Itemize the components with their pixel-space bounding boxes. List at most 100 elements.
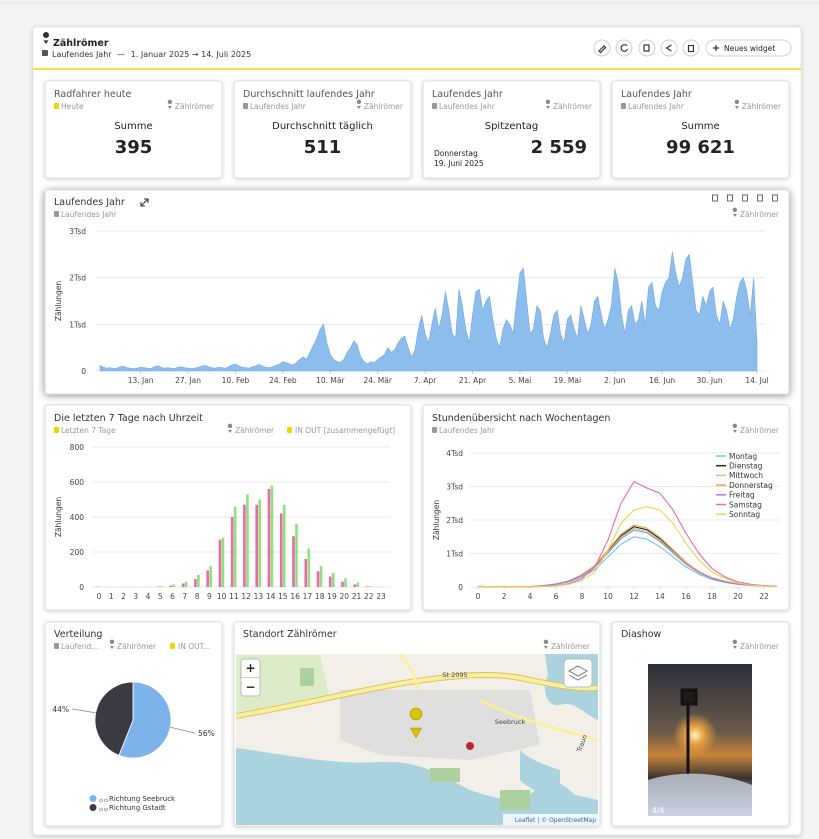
pie-slice [118,681,172,759]
bar [255,504,258,587]
bar [258,499,261,587]
x-tick-label: 5 [158,592,163,601]
layers-button[interactable] [563,658,593,688]
card [44,80,223,179]
location: Zählrömer [740,642,780,651]
x-tick-label: 3 [133,592,138,601]
pie-label: 44% [52,705,69,714]
delete-button[interactable] [682,39,700,57]
card [233,80,412,179]
bar [292,536,295,587]
toolbar-icons [598,44,719,54]
legend-swatch [89,795,97,802]
legend-label: Samstag [729,500,762,509]
date-to: 14. Juli 2025 [201,50,251,59]
chart-tool-icon [757,194,763,202]
new-widget-button[interactable] [705,39,792,57]
y-tick-label: 4Tsd [446,449,463,458]
location: Zählrömer [740,210,780,219]
pin-icon [543,639,549,649]
location: Zählrömer [175,102,215,111]
pin-icon [732,423,738,433]
y-tick-label: 0 [79,583,84,592]
leader-line [170,726,196,734]
map-marker [409,707,423,739]
legend-label: Mittwoch [729,471,763,480]
copy-icon [643,44,650,52]
legend-label: Donnerstag [729,481,773,490]
y-tick-label: 3Tsd [69,227,86,236]
location: Zählrömer [117,642,157,651]
bar [270,485,274,587]
location: Zählrömer [364,102,404,111]
map-poi [466,742,474,750]
header-period: Laufendes Jahr [52,50,112,59]
y-tick-label: 0 [81,367,86,376]
image-snow [648,773,752,816]
bar [307,548,311,587]
pencil-icon [598,45,607,54]
share-button[interactable] [660,39,678,57]
pin-icon [167,99,173,109]
chart-tool-icon [712,194,718,202]
x-tick-label: 23 [376,592,386,601]
x-tick-label: 10. Mär [316,376,345,385]
y-axis-label: Zählungen [54,497,63,537]
y-tick-label: 1Tsd [69,320,86,329]
bar [295,524,298,587]
kpi-period: Laufendes Jahr [628,102,685,111]
pin-icon [545,99,551,109]
bar [172,584,176,587]
y-tick-label: 400 [70,513,85,522]
bar [160,586,163,587]
kpi-title: Laufendes Jahr [432,89,503,100]
bar [331,573,335,587]
x-tick-label: 21. Apr [459,376,487,385]
x-tick-label: 11 [229,592,239,601]
location: Zählrömer [740,426,780,435]
pin-icon [109,639,115,649]
bar [267,489,271,587]
x-tick-label: 4 [528,592,533,601]
x-tick-label: 12 [629,592,639,601]
y-tick-label: 0 [458,583,463,592]
line [477,506,778,588]
bar [221,538,225,587]
x-tick-label: 7 [182,592,187,601]
calendar-icon [287,427,292,433]
share-icon [665,44,672,52]
kpi-label: Summe [681,121,719,132]
x-tick-label: 21 [352,592,362,601]
y-axis-label: Zählungen [432,500,441,540]
y-tick-label: 3Tsd [446,483,463,492]
calendar-icon [243,103,248,109]
calendar-icon [432,103,437,109]
x-tick-label: 2. Jun [604,376,626,385]
chart-period: Laufendes Jahr [439,426,496,435]
date-arrow: → [192,50,199,59]
trash-icon [687,44,695,53]
x-tick-label: 14 [655,592,665,601]
x-tick-label: 19. Mai [554,376,581,385]
x-tick-label: 19 [327,592,337,601]
chart-title: Verteilung [54,629,102,640]
x-tick-label: 12 [241,592,251,601]
x-tick-label: 24. Feb [269,376,297,385]
bar [243,504,246,587]
x-tick-label: 6 [170,592,175,601]
x-tick-label: 10 [603,592,613,601]
refresh-button[interactable] [615,39,633,57]
x-tick-label: 20 [733,592,743,601]
header-location: Zählrömer [53,38,109,49]
kpi-title: Radfahrer heute [54,89,132,100]
x-tick-label: 18 [707,592,717,601]
bike-icon [99,807,108,812]
x-tick-label: 14 [266,592,276,601]
pie-label: 56% [198,729,215,738]
copy-button[interactable] [638,39,656,57]
x-tick-label: 30. Jun [697,376,723,385]
kpi-label: Summe [114,121,152,132]
kpi-date: 19. Juni 2025 [434,159,484,168]
calendar-icon [621,103,626,109]
